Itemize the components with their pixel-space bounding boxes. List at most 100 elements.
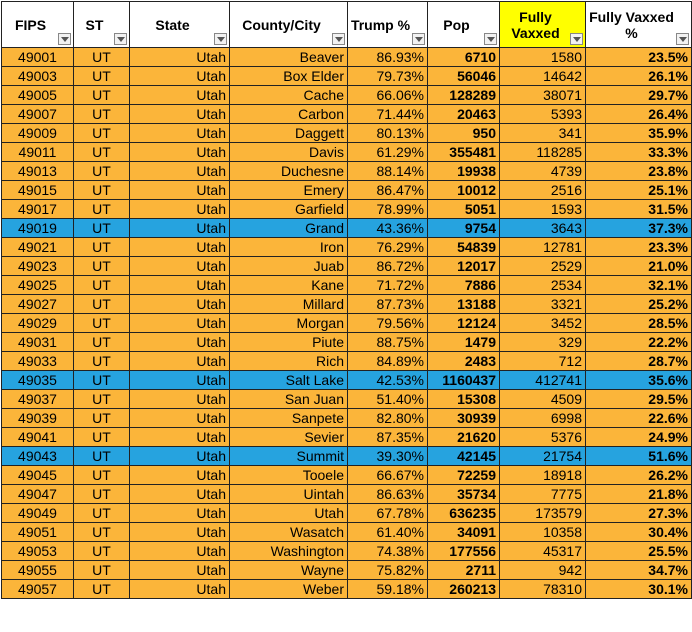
table-cell: 49015 xyxy=(1,180,74,200)
table-cell: 31.5% xyxy=(585,199,692,219)
table-cell: UT xyxy=(73,142,130,162)
table-cell: 51.40% xyxy=(347,389,428,409)
table-cell: 79.73% xyxy=(347,66,428,86)
table-cell: 636235 xyxy=(427,503,500,523)
table-cell: 49003 xyxy=(1,66,74,86)
table-cell: San Juan xyxy=(229,389,348,409)
table-cell: Utah xyxy=(129,123,230,143)
table-cell: 49009 xyxy=(1,123,74,143)
filter-button[interactable] xyxy=(484,33,497,45)
table-cell: Utah xyxy=(129,579,230,599)
filter-button[interactable] xyxy=(676,33,689,45)
table-cell: 6710 xyxy=(427,47,500,67)
table-cell: 88.75% xyxy=(347,332,428,352)
table-cell: 5393 xyxy=(499,104,586,124)
table-row: 49007 UT Utah Carbon 71.44% 20463 5393 26.4% xyxy=(1,104,692,124)
table-row: 49033 UT Utah Rich 84.89% 2483 712 28.7% xyxy=(1,351,692,371)
table-row: 49049 UT Utah Utah 67.78% 636235 173579 27.3% xyxy=(1,503,692,523)
table-cell: 39.30% xyxy=(347,446,428,466)
table-cell: 49007 xyxy=(1,104,74,124)
table-cell: 341 xyxy=(499,123,586,143)
table-cell: 2516 xyxy=(499,180,586,200)
table-cell: Wayne xyxy=(229,560,348,580)
table-cell: UT xyxy=(73,560,130,580)
filter-button[interactable] xyxy=(412,33,425,45)
table-cell: Daggett xyxy=(229,123,348,143)
table-cell: 84.89% xyxy=(347,351,428,371)
table-cell: 329 xyxy=(499,332,586,352)
table-cell: 66.67% xyxy=(347,465,428,485)
table-cell: 22.2% xyxy=(585,332,692,352)
table-cell: Utah xyxy=(129,180,230,200)
table-row: 49005 UT Utah Cache 66.06% 128289 38071 29.7% xyxy=(1,85,692,105)
table-cell: Salt Lake xyxy=(229,370,348,390)
table-row: 49017 UT Utah Garfield 78.99% 5051 1593 31.5% xyxy=(1,199,692,219)
table-row: 49055 UT Utah Wayne 75.82% 2711 942 34.7% xyxy=(1,560,692,580)
table-cell: Duchesne xyxy=(229,161,348,181)
table-cell: Utah xyxy=(129,370,230,390)
table-cell: UT xyxy=(73,123,130,143)
filter-button[interactable] xyxy=(58,33,71,45)
table-cell: 49057 xyxy=(1,579,74,599)
table-row: 49041 UT Utah Sevier 87.35% 21620 5376 24.9% xyxy=(1,427,692,447)
table-cell: Cache xyxy=(229,85,348,105)
table-cell: 61.40% xyxy=(347,522,428,542)
table-cell: UT xyxy=(73,237,130,257)
table-cell: 49021 xyxy=(1,237,74,257)
table-cell: 49005 xyxy=(1,85,74,105)
table-cell: 76.29% xyxy=(347,237,428,257)
filter-button[interactable] xyxy=(214,33,227,45)
table-cell: Utah xyxy=(129,560,230,580)
table-row: 49001 UT Utah Beaver 86.93% 6710 1580 23.5% xyxy=(1,47,692,67)
table-cell: 10358 xyxy=(499,522,586,542)
table-cell: Utah xyxy=(129,408,230,428)
table-cell: UT xyxy=(73,541,130,561)
table-cell: 49013 xyxy=(1,161,74,181)
table-cell: Emery xyxy=(229,180,348,200)
table-cell: Utah xyxy=(129,541,230,561)
table-row: 49011 UT Utah Davis 61.29% 355481 118285 33.3% xyxy=(1,142,692,162)
table-cell: 45317 xyxy=(499,541,586,561)
table-cell: 3321 xyxy=(499,294,586,314)
table-cell: 2529 xyxy=(499,256,586,276)
table-cell: 9754 xyxy=(427,218,500,238)
filter-button[interactable] xyxy=(570,33,583,45)
table-cell: Wasatch xyxy=(229,522,348,542)
table-cell: Morgan xyxy=(229,313,348,333)
table-cell: 33.3% xyxy=(585,142,692,162)
table-cell: 71.72% xyxy=(347,275,428,295)
column-header: ST xyxy=(73,1,130,48)
table-cell: 49045 xyxy=(1,465,74,485)
table-cell: 26.2% xyxy=(585,465,692,485)
table-cell: 23.3% xyxy=(585,237,692,257)
table-cell: UT xyxy=(73,313,130,333)
table-cell: Utah xyxy=(129,256,230,276)
table-cell: 12124 xyxy=(427,313,500,333)
table-cell: 26.4% xyxy=(585,104,692,124)
table-cell: Iron xyxy=(229,237,348,257)
table-cell: 49055 xyxy=(1,560,74,580)
table-cell: UT xyxy=(73,180,130,200)
table-cell: Utah xyxy=(129,313,230,333)
filter-button[interactable] xyxy=(114,33,127,45)
table-cell: 22.6% xyxy=(585,408,692,428)
table-cell: 75.82% xyxy=(347,560,428,580)
table-cell: 712 xyxy=(499,351,586,371)
table-cell: 23.8% xyxy=(585,161,692,181)
table-cell: 14642 xyxy=(499,66,586,86)
table-cell: Kane xyxy=(229,275,348,295)
table-row: 49027 UT Utah Millard 87.73% 13188 3321 25.2% xyxy=(1,294,692,314)
table-cell: 173579 xyxy=(499,503,586,523)
table-cell: UT xyxy=(73,218,130,238)
table-cell: 59.18% xyxy=(347,579,428,599)
table-row: 49037 UT Utah San Juan 51.40% 15308 4509 29.5% xyxy=(1,389,692,409)
table-cell: UT xyxy=(73,465,130,485)
table-cell: 1160437 xyxy=(427,370,500,390)
table-cell: UT xyxy=(73,256,130,276)
table-cell: 49035 xyxy=(1,370,74,390)
table-cell: UT xyxy=(73,522,130,542)
table-body: 49001 UT Utah Beaver 86.93% 6710 1580 23.5% 4900… xyxy=(1,47,692,599)
filter-button[interactable] xyxy=(332,33,345,45)
table-cell: Utah xyxy=(129,275,230,295)
